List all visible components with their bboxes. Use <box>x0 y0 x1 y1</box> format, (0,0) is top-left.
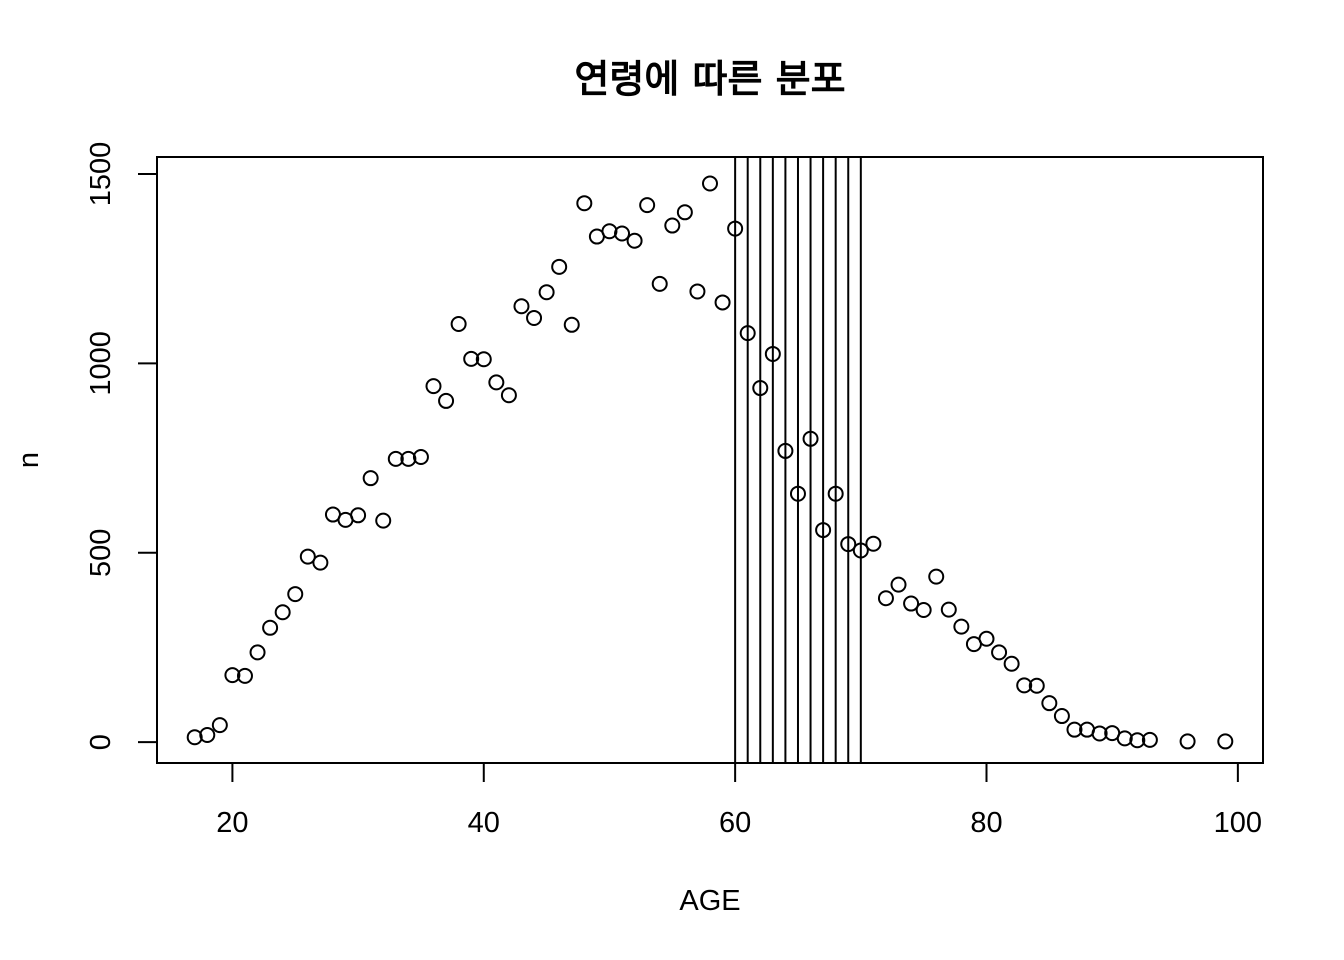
data-point <box>915 601 932 618</box>
data-point <box>1217 733 1234 750</box>
data-point <box>186 729 203 746</box>
data-point <box>953 618 970 635</box>
data-point <box>350 507 367 524</box>
data-point <box>702 175 718 192</box>
y-axis: 0 500 1000 1500 <box>85 142 158 750</box>
x-tick-label: 20 <box>216 807 248 839</box>
x-axis-label: AGE <box>679 885 740 917</box>
data-point <box>249 644 266 661</box>
data-point <box>1003 655 1020 672</box>
x-tick-label: 60 <box>719 807 751 839</box>
data-point <box>865 535 882 552</box>
data-point <box>400 450 417 467</box>
data-point <box>312 554 329 571</box>
data-point <box>262 619 279 636</box>
data-point <box>1116 730 1133 747</box>
data-point <box>438 392 455 409</box>
data-point <box>639 197 656 214</box>
y-tick-label: 1500 <box>85 142 117 207</box>
data-point <box>752 380 769 397</box>
data-point <box>991 644 1008 661</box>
data-point <box>475 351 492 368</box>
data-point <box>526 309 543 326</box>
data-point <box>777 442 794 459</box>
data-point <box>890 576 907 593</box>
data-point <box>940 601 957 618</box>
data-point <box>425 378 442 395</box>
data-point <box>513 298 530 315</box>
data-point <box>1179 733 1196 750</box>
data-point <box>739 325 756 342</box>
data-point <box>1016 677 1033 694</box>
data-point <box>1066 721 1083 738</box>
x-tick-label: 100 <box>1214 807 1262 839</box>
data-point <box>538 284 555 301</box>
data-point <box>714 294 731 311</box>
data-point <box>626 232 643 249</box>
data-point <box>1141 731 1158 748</box>
data-point <box>576 195 593 212</box>
x-tick-label: 40 <box>468 807 500 839</box>
data-point <box>1028 677 1045 694</box>
data-point <box>224 667 241 684</box>
data-point <box>827 485 844 502</box>
data-point <box>664 217 681 234</box>
chart-title: 연령에 따른 분포 <box>574 57 845 101</box>
data-point <box>450 316 467 333</box>
data-point <box>764 345 781 362</box>
data-point <box>877 590 894 607</box>
data-point <box>978 630 995 647</box>
data-point <box>362 470 379 487</box>
data-point <box>1041 695 1058 712</box>
data-point <box>375 512 392 529</box>
data-point <box>1053 708 1070 725</box>
data-point <box>211 717 228 734</box>
data-point <box>727 220 744 237</box>
data-point <box>1091 725 1108 742</box>
data-point <box>412 448 429 465</box>
data-point <box>815 522 832 539</box>
data-point <box>500 387 517 404</box>
data-point <box>676 204 693 221</box>
data-point <box>802 430 819 447</box>
y-axis-label: n <box>13 452 45 468</box>
data-point <box>387 450 404 467</box>
x-axis: 20 40 60 80 100 <box>216 762 1262 839</box>
y-tick-label: 500 <box>85 529 117 577</box>
data-point <box>601 223 618 240</box>
data-point <box>789 485 806 502</box>
data-point <box>299 548 316 565</box>
data-point <box>274 604 291 621</box>
data-point <box>551 258 568 275</box>
data-point <box>651 275 668 292</box>
data-point <box>488 374 505 391</box>
data-point <box>236 667 253 684</box>
y-tick-label: 0 <box>85 734 117 750</box>
data-point <box>840 536 857 553</box>
vertical-lines <box>734 157 862 763</box>
data-point <box>903 595 920 612</box>
data-point <box>199 726 216 743</box>
data-point <box>463 350 480 367</box>
plot-frame <box>156 156 1264 764</box>
y-tick-label: 1000 <box>85 331 117 396</box>
data-points <box>186 175 1234 750</box>
data-point <box>852 542 869 559</box>
data-point <box>928 568 945 585</box>
x-tick-label: 80 <box>970 807 1002 839</box>
data-point <box>689 283 706 300</box>
data-point <box>1129 732 1146 749</box>
data-point <box>563 316 580 333</box>
data-point <box>614 225 631 242</box>
data-point <box>287 586 304 603</box>
